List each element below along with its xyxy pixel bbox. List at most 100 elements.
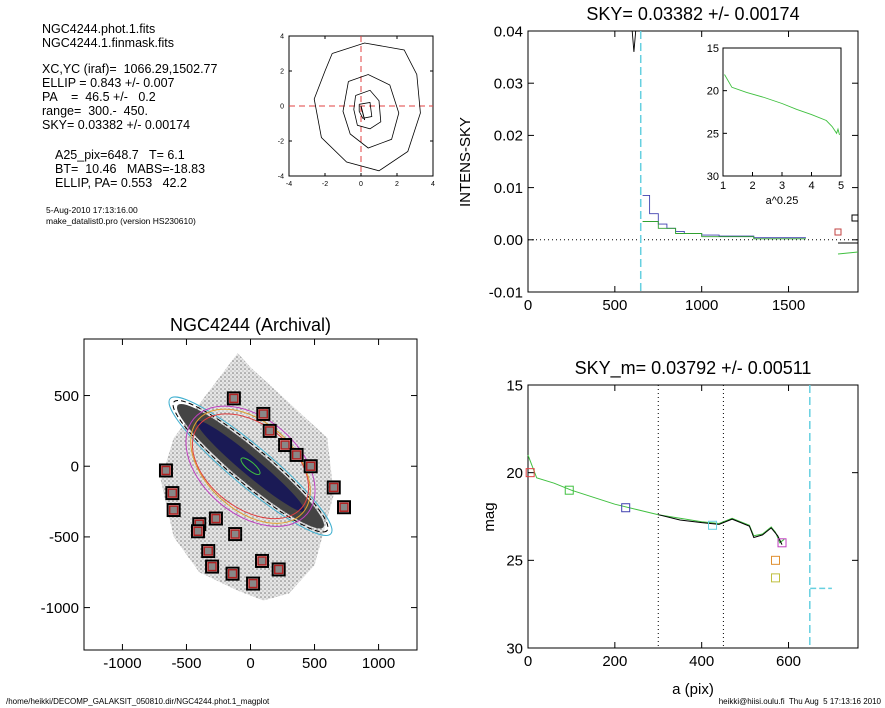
info-line: range= 300.- 450. (42, 104, 148, 118)
y-tick-label: 0 (280, 103, 284, 110)
a25-ellipse (172, 399, 329, 533)
inset-y-tick-label: 20 (707, 86, 719, 98)
x-tick-label: -4 (286, 181, 292, 188)
x-tick-label: -2 (322, 181, 328, 188)
y-tick-label: 15 (506, 377, 523, 394)
mask-square-inner (339, 502, 349, 512)
x-tick-label: 4 (431, 181, 435, 188)
info-block-params: A25_pix=648.7 T= 6.1 BT= 10.46 MABS=-18.… (55, 148, 205, 190)
mag-profile-plot: 0 200 400 600 15 20 25 30 SKY_m= 0.03792 +/- 0.0… (481, 358, 859, 698)
mask-square-inner (167, 488, 178, 498)
x-tick-label: 400 (689, 653, 714, 670)
x-tick-label: -500 (171, 655, 201, 672)
profile-marker (564, 485, 574, 495)
info-block-geometry: XC,YC (iraf)= 1066.29,1502.77 ELLIP = 0.… (42, 62, 217, 132)
info-line: ELLIP, PA= 0.553 42.2 (55, 176, 187, 190)
x-tick-label: 1000 (685, 297, 718, 314)
inset-x-tick-label: 3 (779, 180, 785, 192)
edge-marker (834, 228, 842, 236)
plot-frame (527, 30, 859, 293)
info-line: make_datalist0.pro (version HS230610) (46, 216, 196, 226)
y-tick-label: 0.03 (494, 75, 523, 92)
series-line (642, 194, 806, 239)
contour-line (358, 102, 373, 119)
inset-series-line (724, 74, 840, 136)
x-tick-label: 0 (359, 181, 363, 188)
ellipse-magenta (185, 405, 316, 527)
y-tick-label: 20 (506, 465, 523, 482)
info-line: ELLIP = 0.843 +/- 0.007 (42, 76, 175, 90)
intens-sky-plot: 0 500 1000 1500 -0.01 0.00 0.01 0.02 0.03 0.04 SKY… (457, 4, 859, 314)
mask-square-inner (248, 578, 258, 589)
y-tick-label: -1000 (41, 600, 79, 617)
mask-square-inner (207, 561, 217, 572)
contour-line (313, 42, 421, 172)
y-tick-label: 30 (506, 640, 523, 657)
x-tick-label: 200 (602, 653, 627, 670)
x-tick-label: 500 (602, 297, 627, 314)
y-tick-label: 500 (54, 388, 79, 405)
mask-square-inner (305, 461, 316, 471)
profile-marker (525, 468, 535, 478)
edge-line (837, 251, 859, 255)
mask-square-inner (168, 505, 179, 515)
series-line (642, 221, 806, 240)
x-tick-label: 600 (776, 653, 801, 670)
x-tick-label: 1000 (362, 655, 395, 672)
x-tick-label: 500 (302, 655, 327, 672)
mask-square-inner (257, 556, 267, 566)
chart-title: NGC4244 (Archival) (170, 315, 331, 335)
contour-line (353, 89, 382, 130)
mask-square-inner (227, 568, 238, 579)
mask-square-inner (230, 529, 240, 539)
info-line: NGC4244.phot.1.fits (42, 22, 156, 36)
inset-y-tick-label: 15 (707, 43, 719, 55)
y-tick-label: 0.01 (494, 180, 523, 197)
mask-square-inner (329, 482, 339, 493)
inset-frame (722, 47, 842, 177)
info-line: BT= 10.46 MABS=-18.83 (55, 162, 206, 176)
mask-square-inner (291, 450, 302, 460)
edge-marker (851, 214, 859, 222)
galaxy-image-plot: -1000 -500 0 500 1000 500 0 -500 -1000 NGC4244 (A… (41, 315, 418, 672)
y-tick-label: -2 (278, 138, 284, 145)
mask-square-inner (203, 546, 213, 556)
inset-x-tick-label: 1 (720, 180, 726, 192)
mask-square-inner (211, 513, 221, 524)
inset-x-tick-label: 5 (838, 180, 844, 192)
footer-path: /home/heikki/DECOMP_GALAKSIT_050810.dir/… (6, 697, 270, 706)
profile-marker (777, 538, 787, 548)
contour-line (342, 74, 400, 149)
mask-square-inner (258, 409, 269, 419)
info-block-files: NGC4244.phot.1.fits NGC4244.1.finmask.fi… (42, 22, 174, 50)
profile-marker (708, 520, 718, 530)
x-tick-label: -1000 (103, 655, 141, 672)
y-tick-label: 0.02 (494, 128, 523, 145)
mask-square-inner (161, 465, 171, 476)
contour-plot: -4 -2 0 2 4 -4 -2 0 2 4 (278, 33, 435, 188)
sky-ellipse (168, 396, 333, 536)
y-tick-label: 2 (280, 68, 284, 75)
info-line: NGC4244.1.finmask.fits (42, 36, 174, 50)
info-block-meta: 5-Aug-2010 17:13:16.00 make_datalist0.pr… (46, 205, 196, 227)
info-line: XC,YC (iraf)= 1066.29,1502.77 (42, 62, 218, 76)
info-line: SKY= 0.03382 +/- 0.00174 (42, 118, 191, 132)
info-line: A25_pix=648.7 T= 6.1 (55, 148, 185, 162)
x-tick-label: 0 (524, 297, 532, 314)
mask-square-inner (273, 564, 284, 575)
y-tick-label: 0 (71, 458, 79, 475)
mask-square-inner (264, 426, 275, 436)
profile-marker (771, 573, 780, 583)
chart-title: SKY= 0.03382 +/- 0.00174 (586, 4, 799, 24)
pa-marker (360, 105, 366, 121)
x-tick-label: 0 (246, 655, 254, 672)
mask-square-inner (229, 393, 239, 404)
mask-hole (311, 578, 356, 623)
inset-y-tick-label: 30 (707, 171, 719, 183)
chart-title: SKY_m= 0.03792 +/- 0.00511 (575, 358, 812, 379)
inset-x-tick-label: 2 (749, 180, 755, 192)
profile-marker (771, 555, 780, 565)
info-line: 5-Aug-2010 17:13:16.00 (46, 205, 138, 215)
y-tick-label: 25 (506, 553, 523, 570)
inset-x-label: a^0.25 (766, 195, 799, 207)
